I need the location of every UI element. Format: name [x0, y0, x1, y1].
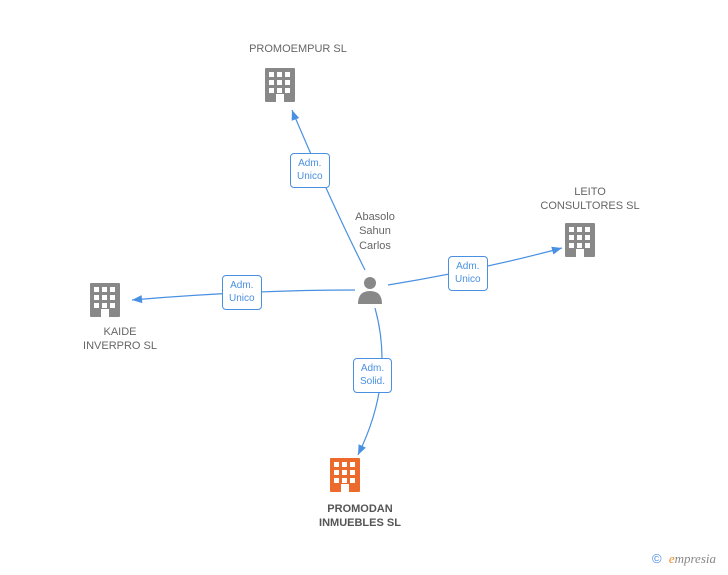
company-label: LEITOCONSULTORES SL [530, 185, 650, 214]
edge-label-line2: Unico [455, 274, 481, 287]
center-name-line3: Carlos [359, 240, 391, 252]
center-person-label: Abasolo Sahun Carlos [340, 210, 410, 253]
edge-label-line1: Adm. [360, 363, 385, 376]
edge-label-box: Adm.Solid. [353, 358, 392, 393]
edge-label-box: Adm.Unico [290, 153, 330, 188]
company-label: KAIDEINVERPRO SL [60, 325, 180, 354]
edge-label-line1: Adm. [455, 261, 481, 274]
building-icon [265, 68, 295, 102]
copyright-symbol: © [652, 551, 662, 566]
watermark: © empresia [652, 551, 716, 567]
edge-label-line1: Adm. [229, 280, 255, 293]
company-label-line1: KAIDE [60, 325, 180, 339]
company-label-line2: CONSULTORES SL [530, 199, 650, 213]
edge-arrowhead [551, 244, 563, 254]
edge-label-line2: Solid. [360, 376, 385, 389]
building-icon [565, 223, 595, 257]
edge-label-box: Adm.Unico [448, 256, 488, 291]
company-label-line1: PROMODAN [300, 502, 420, 516]
edge-arrowhead [354, 444, 365, 456]
company-label-line1: PROMOEMPUR SL [238, 42, 358, 56]
edge-label-line1: Adm. [297, 158, 323, 171]
company-label-line1: LEITO [530, 185, 650, 199]
person-icon [358, 277, 382, 304]
center-name-line1: Abasolo [355, 211, 395, 223]
company-label-line2: INVERPRO SL [60, 339, 180, 353]
edge-label-line2: Unico [229, 293, 255, 306]
center-name-line2: Sahun [359, 225, 391, 237]
company-label: PROMODANINMUEBLES SL [300, 502, 420, 531]
edge-arrowhead [132, 295, 143, 304]
company-label: PROMOEMPUR SL [238, 42, 358, 56]
brand-rest: mpresia [675, 551, 716, 566]
building-icon [330, 458, 360, 492]
company-label-line2: INMUEBLES SL [300, 516, 420, 530]
edge-label-line2: Unico [297, 171, 323, 184]
building-icon [90, 283, 120, 317]
diagram-canvas [0, 0, 728, 575]
edge-arrowhead [288, 109, 299, 121]
edge-label-box: Adm.Unico [222, 275, 262, 310]
